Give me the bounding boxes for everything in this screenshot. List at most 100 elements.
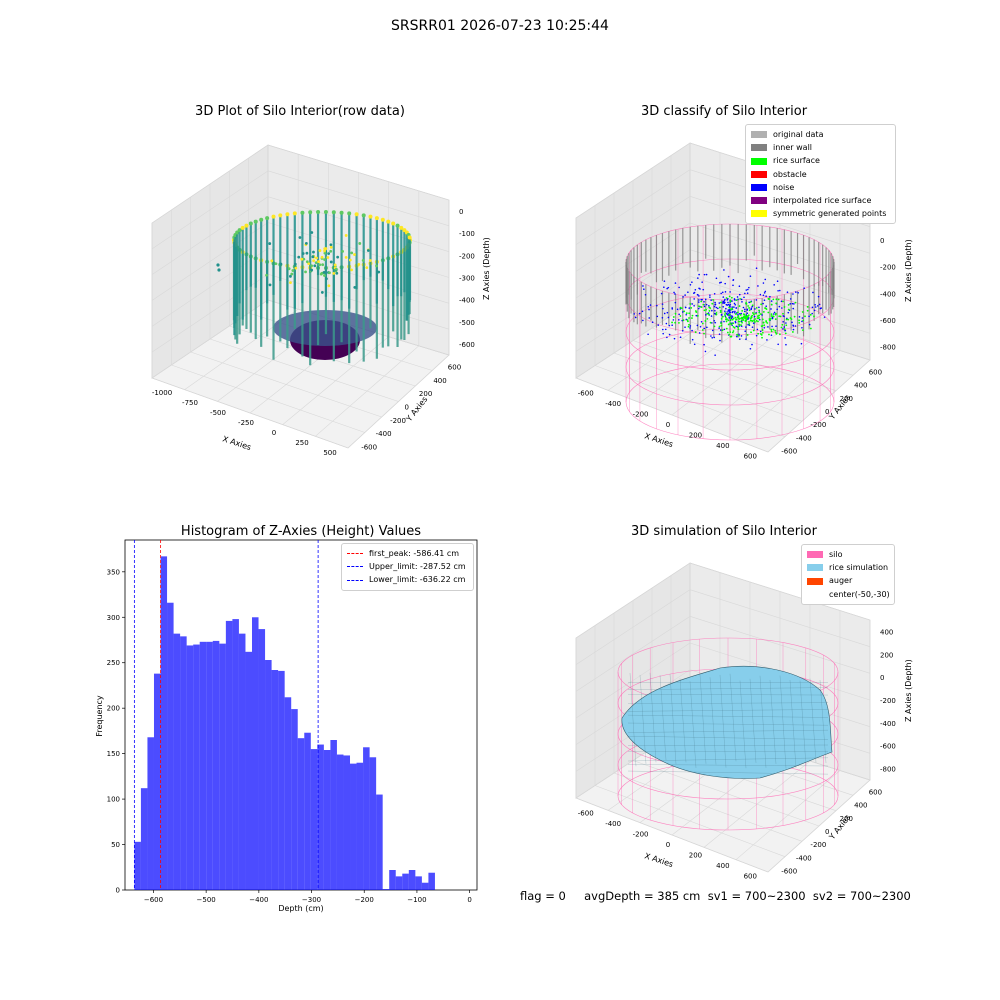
noise-point — [731, 315, 733, 318]
scatter-point — [289, 274, 292, 278]
noise-point — [762, 282, 765, 284]
rice-surface-point — [750, 315, 753, 318]
noise-point — [758, 318, 761, 321]
grid-line — [671, 331, 781, 416]
rice-surface-point — [758, 309, 760, 312]
noise-point — [767, 326, 769, 328]
panel1-title: 3D Plot of Silo Interior(row data) — [195, 104, 405, 119]
noise-point — [709, 294, 711, 296]
rice-surface-point — [802, 319, 805, 322]
tick-label: -600 — [781, 867, 797, 875]
3d-axes-box — [151, 144, 450, 449]
rice-surface-point — [806, 309, 809, 312]
rice-surface-point — [729, 331, 732, 334]
rice-surface-point — [732, 325, 735, 328]
histogram-bar — [376, 794, 383, 890]
noise-point — [814, 306, 817, 308]
grid-line — [315, 345, 420, 437]
legend-item: rice surface — [751, 154, 890, 167]
rice-surface-point — [767, 311, 770, 314]
noise-point — [740, 335, 743, 337]
rice-surface-point — [787, 308, 790, 311]
noise-point — [742, 316, 744, 319]
noise-point — [722, 301, 725, 303]
scatter-point — [323, 274, 326, 277]
noise-point — [682, 296, 684, 298]
noise-point — [710, 335, 712, 337]
x-tick-label: −100 — [407, 896, 426, 904]
noise-point — [726, 313, 729, 316]
noise-point — [748, 286, 750, 289]
noise-point — [734, 321, 737, 324]
noise-point — [722, 300, 725, 303]
rice-surface-point — [783, 306, 786, 308]
rice-surface-point — [767, 297, 770, 300]
rice-surface-point — [706, 312, 709, 315]
rice-surface-point — [801, 329, 804, 331]
rice-surface-point — [762, 321, 765, 324]
grid-line — [607, 732, 721, 811]
histogram-bar — [310, 749, 318, 890]
rice-surface-point — [757, 320, 759, 323]
rice-surface-point — [719, 311, 722, 314]
rice-surface-point — [759, 313, 762, 315]
tick-label: 0 — [666, 841, 670, 849]
tick-label: 0 — [405, 404, 409, 412]
scatter-point — [374, 259, 379, 264]
rice-surface-point — [777, 298, 780, 301]
bowl-bottom — [290, 320, 360, 360]
rice-surface-point — [741, 316, 743, 319]
grid-line — [689, 222, 871, 281]
grid-line — [671, 751, 781, 836]
scatter-point — [404, 245, 409, 250]
rice-surface-point — [727, 319, 730, 322]
noise-point — [697, 293, 699, 296]
rice-surface-point — [712, 298, 714, 301]
noise-point — [688, 307, 691, 309]
scatter-point — [334, 268, 338, 272]
histogram-bar — [245, 651, 252, 890]
rice-surface-point — [725, 320, 728, 323]
scatter-point — [344, 255, 348, 259]
rice-surface-point — [767, 298, 770, 300]
noise-point — [738, 338, 741, 340]
rice-surface-point — [774, 312, 777, 315]
mesh-line — [749, 678, 757, 763]
noise-point — [719, 339, 721, 342]
scatter-point — [408, 238, 412, 242]
scatter-point — [333, 266, 337, 270]
x-tick-label: 0 — [467, 896, 471, 904]
histogram-bar — [291, 709, 298, 890]
rice-surface-point — [719, 301, 722, 304]
grid-line — [575, 276, 691, 352]
noise-point — [747, 318, 749, 320]
legend-item: inner wall — [751, 141, 890, 154]
noise-point — [705, 303, 708, 306]
rice-surface-point — [721, 315, 724, 318]
tick-label: -400 — [605, 400, 621, 408]
rice-surface-point — [737, 334, 740, 337]
grid-line — [267, 144, 450, 201]
histogram-bar — [317, 744, 324, 890]
scatter-point — [374, 216, 379, 221]
legend-swatch — [807, 564, 823, 572]
scatter-point — [361, 213, 366, 218]
y-tick-label: 100 — [107, 796, 120, 804]
noise-point — [713, 312, 716, 315]
rice-surface-point — [738, 323, 741, 326]
rice-surface-point — [679, 306, 682, 309]
tick-label: 200 — [840, 815, 853, 823]
noise-point — [673, 291, 675, 294]
grid-line — [639, 741, 751, 823]
mesh-line — [739, 680, 747, 769]
noise-point — [798, 316, 801, 318]
tick-label: -750 — [182, 399, 198, 407]
noise-point — [668, 333, 671, 336]
rice-surface-point — [744, 320, 747, 322]
noise-point — [661, 303, 664, 305]
silo-wireframe — [625, 223, 835, 441]
rice-surface-point — [768, 298, 770, 300]
noise-point — [745, 338, 747, 340]
noise-point — [727, 298, 729, 300]
histogram-bar — [363, 747, 370, 890]
